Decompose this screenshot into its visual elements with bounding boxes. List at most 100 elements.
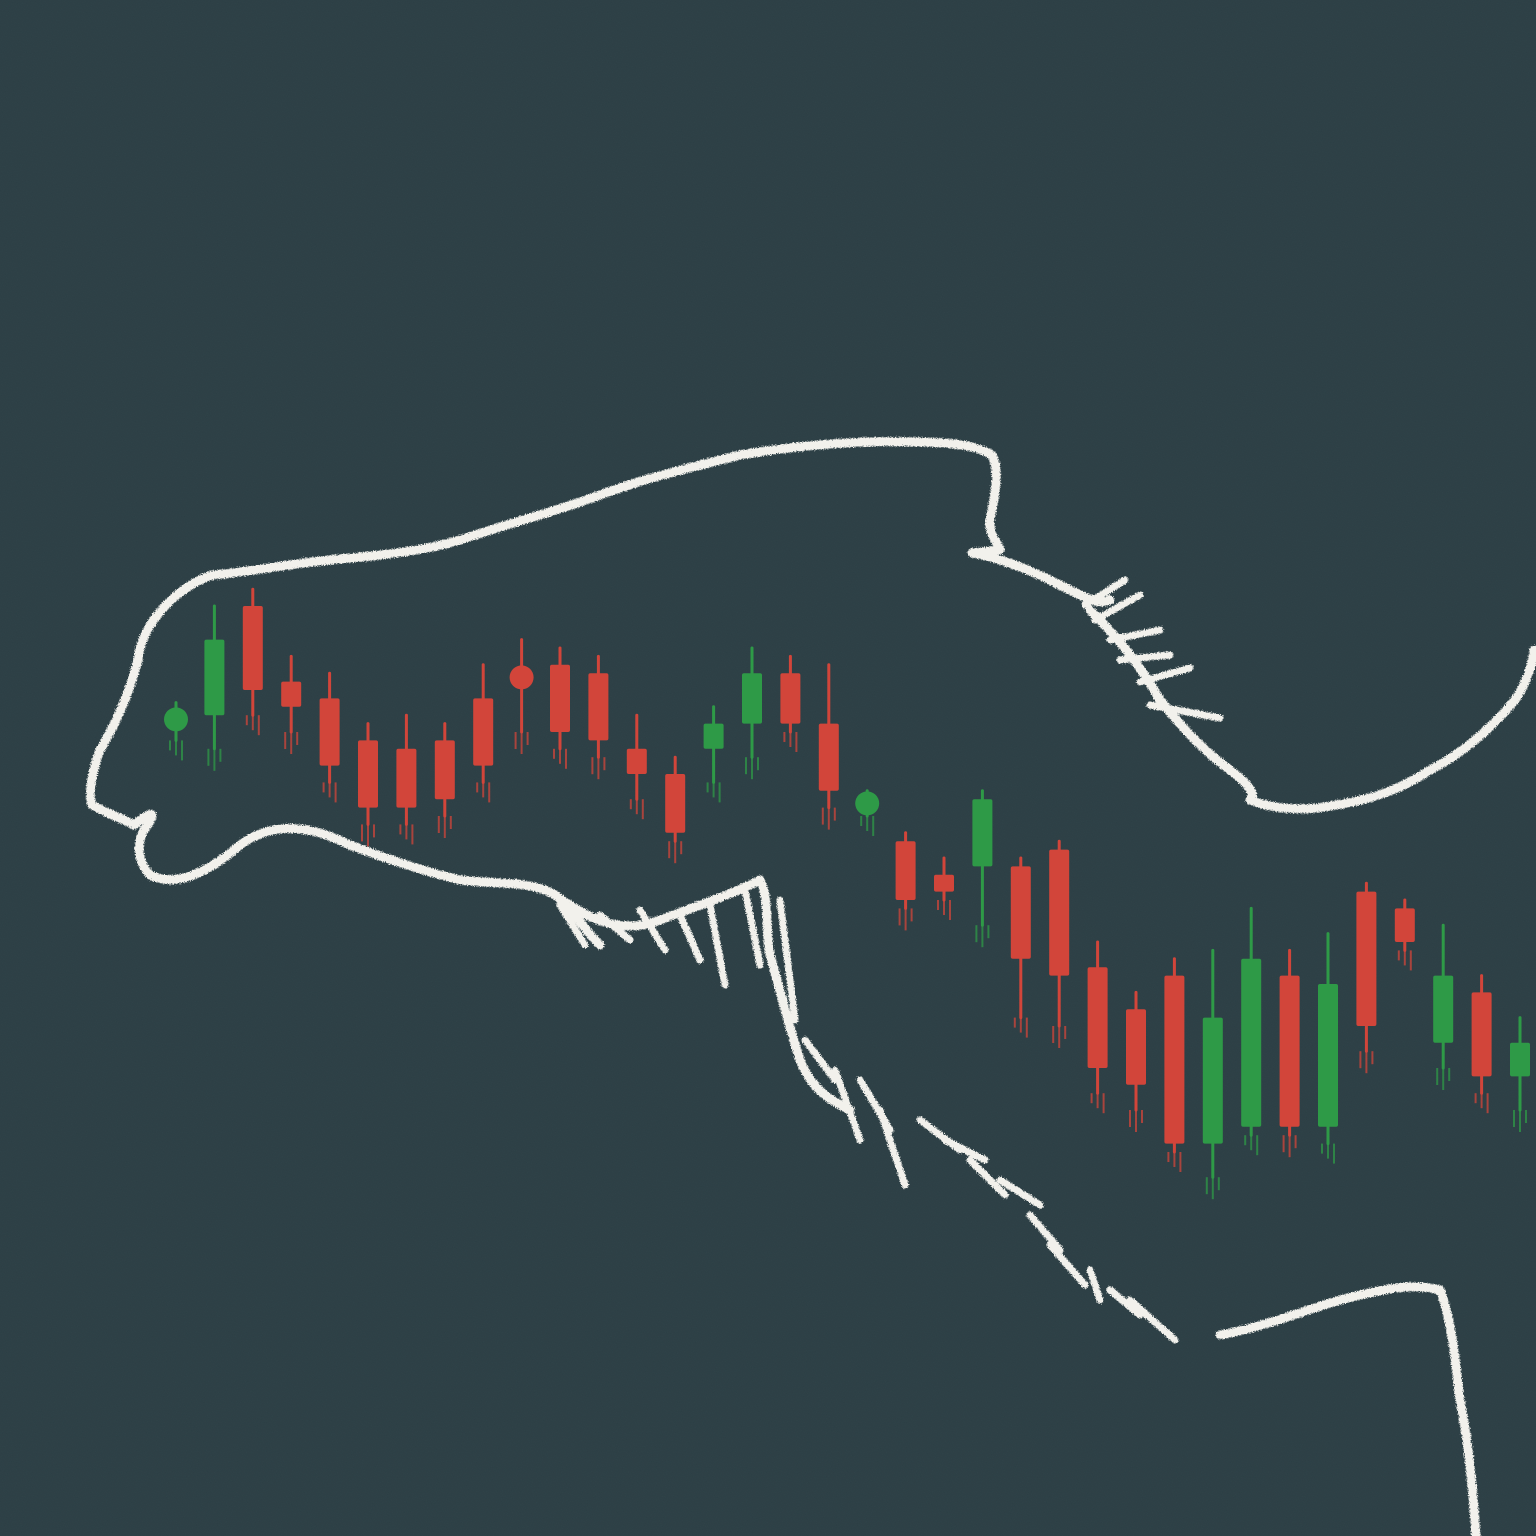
hatch-stroke: [1091, 591, 1144, 624]
candle-body: [626, 748, 647, 774]
bull-hump-outline: [1085, 605, 1536, 814]
candle: [473, 663, 494, 803]
candle: [358, 722, 378, 847]
candle: [780, 654, 801, 752]
candle-dot: [509, 665, 534, 690]
candle: [626, 713, 647, 820]
hatch-stroke: [741, 886, 764, 969]
candle: [1510, 1016, 1530, 1132]
candle: [895, 831, 916, 931]
bull-outline-drawing: [85, 437, 1536, 1536]
candle: [1394, 898, 1415, 971]
candle-body: [1471, 992, 1492, 1077]
candle-body: [434, 740, 455, 800]
candle: [204, 604, 225, 771]
bull-shoulder-outline: [967, 548, 1115, 607]
candle: [1356, 881, 1377, 1074]
candle-body: [1433, 975, 1454, 1043]
candle-body: [1049, 849, 1070, 976]
candle-body: [1164, 975, 1185, 1144]
candle-body: [1126, 1009, 1146, 1085]
hatch-stroke: [1136, 664, 1194, 686]
bull-upper-outline: [85, 570, 605, 950]
candle-body: [665, 774, 686, 833]
candle: [1318, 932, 1338, 1164]
candle-body: [703, 723, 724, 749]
hatch-stroke: [1106, 626, 1164, 644]
candle: [855, 789, 880, 836]
candle-body: [1202, 1017, 1223, 1144]
candle-dot: [855, 791, 880, 816]
hatch-stroke: [966, 1156, 1009, 1199]
hatch-stroke: [941, 1136, 989, 1164]
candle: [509, 638, 534, 754]
candle-body: [895, 841, 916, 900]
candle-body: [242, 606, 263, 690]
hatch-stroke: [556, 901, 589, 949]
bull-hatching: [556, 576, 1224, 1344]
candle-body: [742, 673, 762, 724]
candle: [1471, 974, 1492, 1114]
candle-body: [588, 673, 609, 741]
hatch-stroke: [1081, 576, 1129, 609]
hatch-stroke: [1106, 1286, 1144, 1319]
candle-body: [550, 664, 570, 732]
candle-body: [1394, 908, 1415, 942]
hatch-stroke: [776, 896, 799, 1024]
hatch-stroke: [1046, 1241, 1089, 1289]
candle: [1164, 957, 1185, 1172]
candle-body: [319, 698, 340, 766]
candle: [1279, 948, 1300, 1158]
candle: [703, 705, 724, 803]
hatch-stroke: [1126, 1296, 1179, 1344]
candle: [319, 671, 340, 803]
candle: [242, 587, 263, 736]
hatch-stroke: [1116, 651, 1174, 664]
candle: [1010, 856, 1031, 1038]
bull-back-outline: [207, 437, 1005, 580]
candle: [1202, 948, 1223, 1200]
bull-belly-outline: [550, 875, 855, 1115]
candle: [550, 646, 570, 769]
candle-body: [1356, 891, 1377, 1026]
candle-body: [780, 673, 801, 724]
candlestick-series: [164, 587, 1530, 1200]
hatch-stroke: [596, 911, 634, 944]
candle-body: [358, 740, 378, 808]
hatch-stroke: [1086, 1266, 1104, 1304]
candle: [396, 713, 417, 845]
candle-body: [204, 639, 225, 716]
candle: [1241, 906, 1262, 1156]
candle: [281, 654, 302, 754]
candle: [665, 755, 686, 864]
candle: [818, 663, 839, 830]
hatch-stroke: [676, 911, 704, 964]
candle: [1087, 940, 1108, 1114]
candle-body: [1010, 866, 1031, 959]
candle: [742, 646, 762, 780]
candle-body: [1087, 967, 1108, 1068]
candle-body: [934, 874, 954, 892]
hatch-stroke: [1146, 701, 1224, 722]
candle: [1049, 839, 1070, 1048]
candle-body: [818, 723, 839, 791]
candle: [434, 722, 455, 838]
hatch-stroke: [996, 1176, 1044, 1209]
candle: [972, 789, 993, 948]
candle-body: [396, 748, 417, 808]
hatch-stroke: [831, 1066, 864, 1144]
hatch-stroke: [636, 906, 669, 954]
candle-body: [1318, 984, 1338, 1127]
candle-body: [1279, 975, 1300, 1127]
hatch-stroke: [876, 1106, 909, 1189]
candle-body: [1241, 958, 1262, 1127]
hatch-stroke: [706, 901, 729, 989]
candle: [164, 701, 188, 761]
candle-body: [473, 698, 494, 766]
candle-body: [1510, 1042, 1530, 1077]
candle-body: [281, 681, 302, 707]
candle: [1433, 923, 1454, 1090]
candle: [1126, 990, 1146, 1132]
